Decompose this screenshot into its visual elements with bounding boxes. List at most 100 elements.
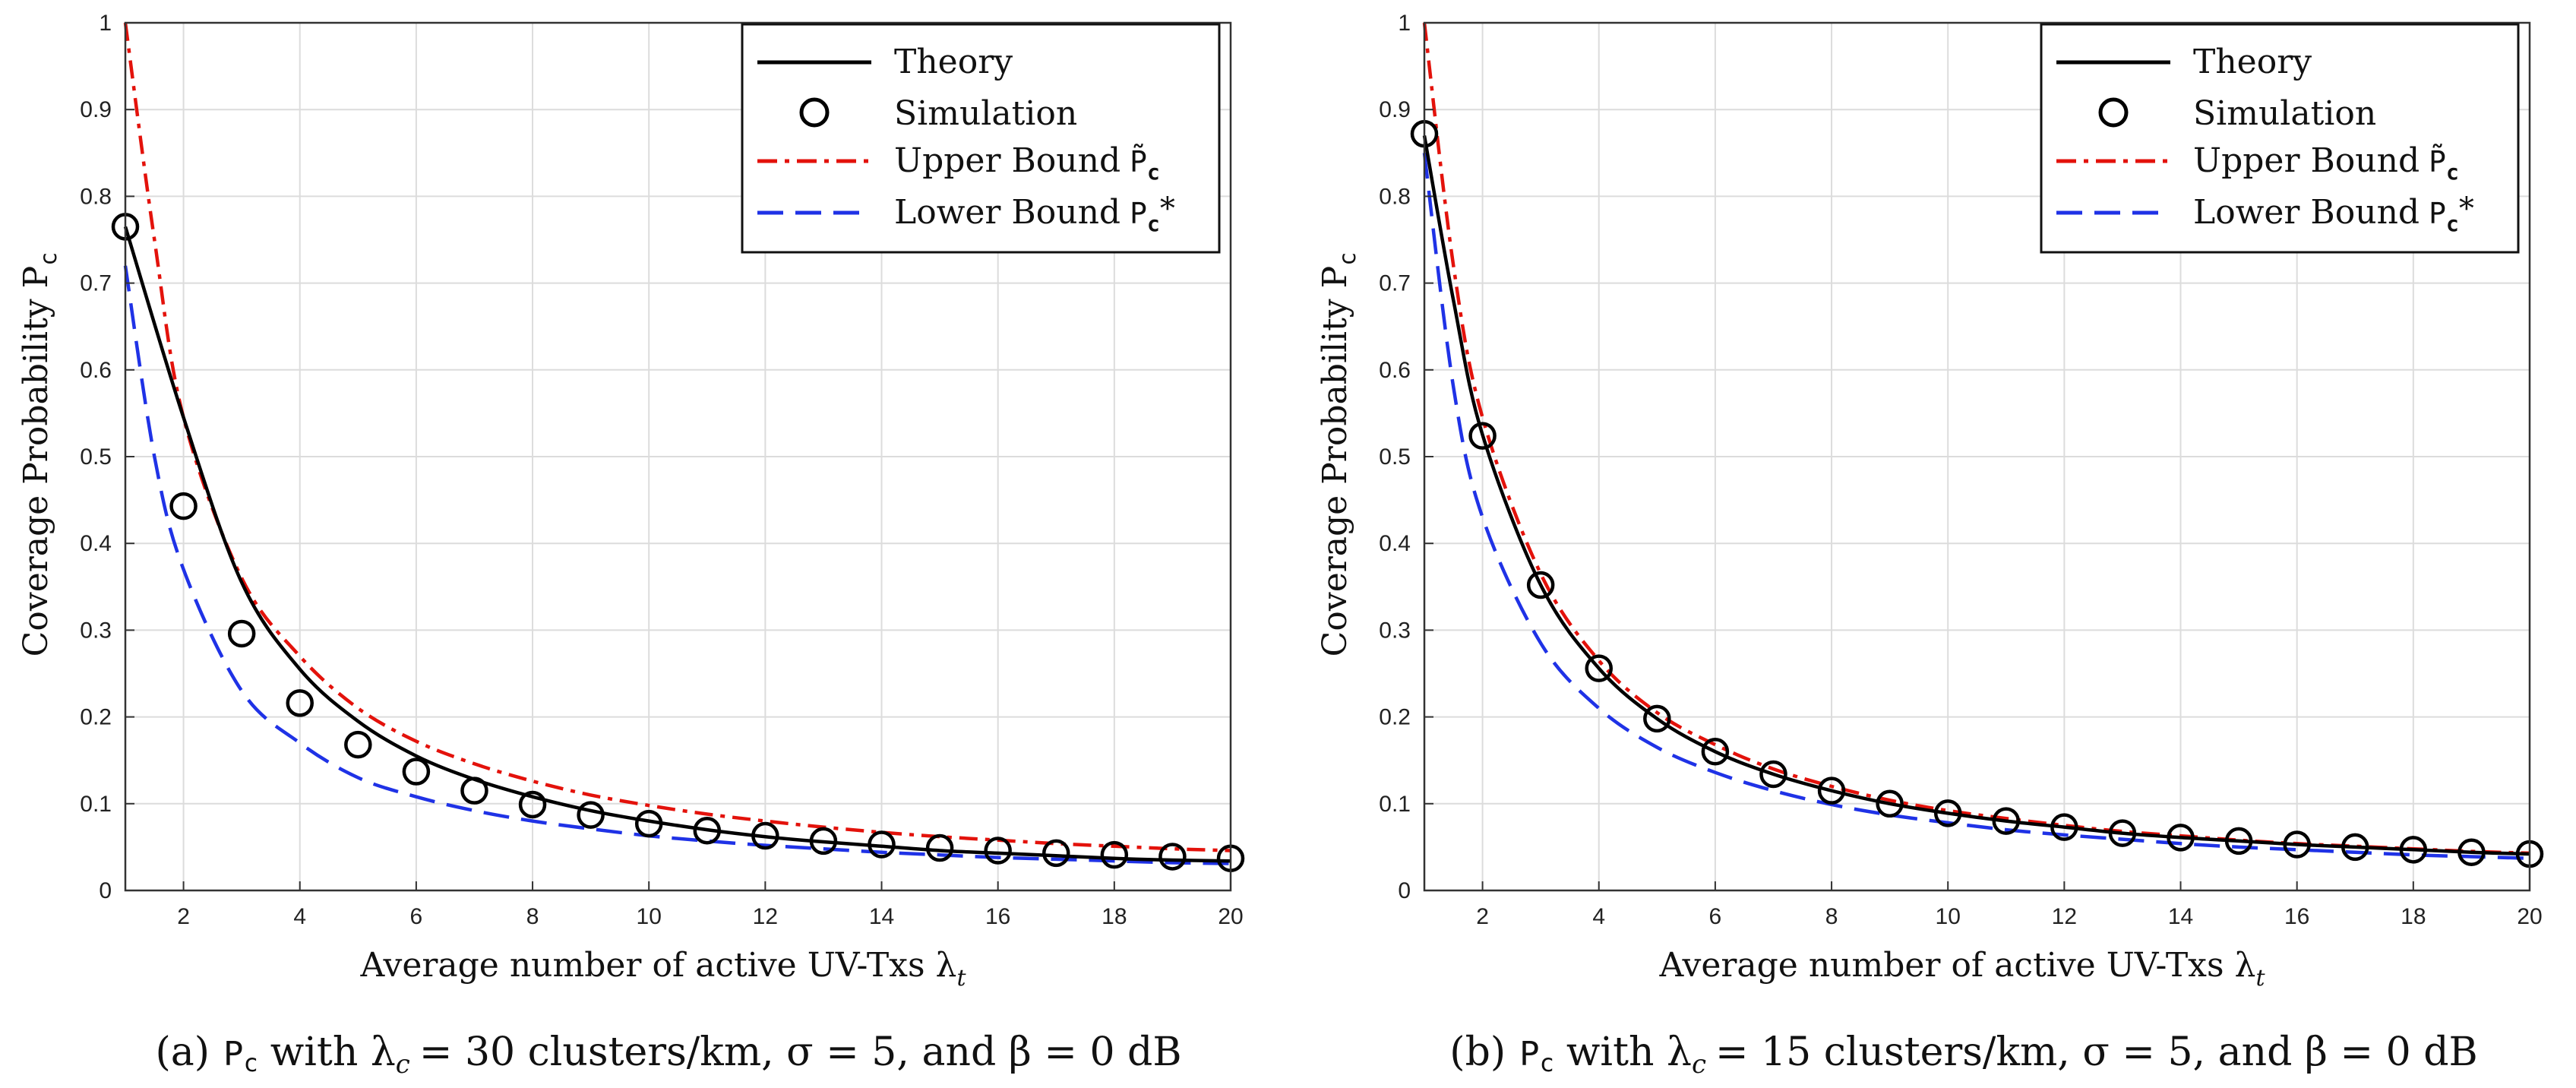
y-tick-label: 0.9 bbox=[80, 97, 112, 122]
simulation-point bbox=[2457, 838, 2486, 867]
y-tick-label: 0.6 bbox=[80, 358, 112, 383]
x-tick-label: 20 bbox=[1218, 904, 1243, 929]
x-tick-label: 8 bbox=[1825, 904, 1838, 929]
simulation-point bbox=[344, 730, 372, 759]
simulation-point bbox=[2341, 833, 2369, 862]
panel-a-legend: Theory Simulation Upper Bound P̃c Lower B… bbox=[741, 23, 1221, 254]
panel-b-x-axis-label: Average number of active UV-Txs λt bbox=[1658, 946, 2265, 992]
y-tick-label: 0.3 bbox=[1379, 618, 1411, 643]
panel-a-legend-simulation-marker bbox=[799, 97, 830, 128]
x-tick-label: 6 bbox=[1709, 904, 1722, 929]
simulation-point bbox=[984, 837, 1012, 865]
panel-b-caption: (b) Pc with λc = 15 clusters/km, σ = 5, and… bbox=[1449, 1029, 2477, 1080]
simulation-point bbox=[1468, 422, 1497, 450]
simulation-point bbox=[286, 689, 314, 717]
simulation-point bbox=[1526, 571, 1555, 599]
simulation-point bbox=[2108, 819, 2137, 847]
panel-b-legend-upper-label: Upper Bound P̃c bbox=[2193, 141, 2459, 185]
simulation-point bbox=[460, 776, 488, 805]
x-tick-label: 4 bbox=[1592, 904, 1605, 929]
panel-b-y-axis-label: Coverage Probability Pc bbox=[1316, 252, 1361, 657]
x-tick-label: 2 bbox=[1476, 904, 1489, 929]
simulation-point bbox=[1933, 799, 1962, 827]
simulation-point bbox=[751, 821, 779, 850]
y-tick-label: 0.2 bbox=[1379, 705, 1411, 730]
y-tick-label: 0.9 bbox=[1379, 97, 1411, 122]
lower-bound-series-line bbox=[123, 265, 1231, 865]
x-tick-label: 20 bbox=[2517, 904, 2542, 929]
panel-b-legend-simulation-marker bbox=[2098, 97, 2129, 128]
x-tick-label: 8 bbox=[526, 904, 539, 929]
x-tick-label: 14 bbox=[2168, 904, 2193, 929]
simulation-point bbox=[518, 790, 547, 819]
panel-b-legend: Theory Simulation Upper Bound P̃c Lower B… bbox=[2040, 23, 2520, 254]
panel-a-y-axis-label: Coverage Probability Pc bbox=[17, 252, 62, 657]
panel-b-legend-simulation-label: Simulation bbox=[2193, 94, 2376, 133]
panel-a-legend-theory-label: Theory bbox=[894, 43, 1013, 81]
simulation-point bbox=[868, 830, 896, 859]
panel-a-legend-lower-label: Lower Bound Pc* bbox=[894, 191, 1175, 236]
simulation-point bbox=[634, 809, 663, 838]
theory-series-line bbox=[1422, 135, 2530, 856]
x-tick-label: 16 bbox=[2284, 904, 2309, 929]
panel-b-series bbox=[1410, 22, 2544, 868]
simulation-point bbox=[1042, 839, 1070, 868]
y-tick-label: 0.3 bbox=[80, 618, 112, 643]
simulation-point bbox=[1643, 704, 1671, 733]
simulation-point bbox=[402, 757, 431, 786]
simulation-point bbox=[1759, 760, 1787, 789]
y-tick-label: 1 bbox=[1398, 11, 1411, 36]
panel-a: 2 4 6 8 10 12 14 16 18 20 0 0.1 0.2 0.3 0.4 0.5 0.6 0.7 0.… bbox=[17, 11, 1245, 1080]
simulation-point bbox=[227, 619, 256, 648]
simulation-point bbox=[1817, 776, 1846, 805]
panel-b-legend-theory-label: Theory bbox=[2193, 43, 2312, 81]
simulation-point bbox=[1158, 843, 1187, 871]
x-tick-label: 18 bbox=[1102, 904, 1127, 929]
x-tick-label: 18 bbox=[2401, 904, 2426, 929]
simulation-point bbox=[1100, 840, 1129, 869]
simulation-point bbox=[169, 492, 198, 520]
y-tick-label: 0 bbox=[99, 878, 112, 903]
y-tick-label: 0.2 bbox=[80, 705, 112, 730]
simulation-point bbox=[577, 801, 605, 829]
x-tick-label: 14 bbox=[869, 904, 894, 929]
simulation-point bbox=[2167, 824, 2195, 852]
panel-b-ticks: 2 4 6 8 10 12 14 16 18 20 0 0.1 0.2 0.3 0.4 0.5 0.6 0.7 0.… bbox=[1379, 11, 2542, 929]
y-tick-label: 0.5 bbox=[1379, 444, 1411, 470]
panel-a-legend-simulation-label: Simulation bbox=[894, 94, 1077, 133]
y-tick-label: 0.4 bbox=[1379, 531, 1411, 556]
simulation-point bbox=[1701, 738, 1730, 766]
simulation-point bbox=[2399, 836, 2428, 864]
simulation-point bbox=[1876, 789, 1904, 818]
lower-bound-series-line bbox=[1422, 153, 2530, 860]
y-tick-label: 1 bbox=[99, 11, 112, 36]
x-tick-label: 10 bbox=[1936, 904, 1961, 929]
y-tick-label: 0.1 bbox=[1379, 792, 1411, 817]
simulation-point bbox=[2050, 813, 2078, 841]
theory-series-line bbox=[123, 226, 1231, 863]
y-tick-label: 0.7 bbox=[80, 271, 112, 296]
panel-a-ticks: 2 4 6 8 10 12 14 16 18 20 0 0.1 0.2 0.3 0.4 0.5 0.6 0.7 0.… bbox=[80, 11, 1243, 929]
panel-a-caption: (a) Pc with λc = 30 clusters/km, σ = 5, and… bbox=[155, 1029, 1181, 1080]
x-tick-label: 2 bbox=[177, 904, 190, 929]
panel-a-series bbox=[111, 22, 1245, 872]
simulation-point bbox=[925, 833, 954, 862]
y-tick-label: 0.8 bbox=[1379, 184, 1411, 209]
panel-a-legend-upper-label: Upper Bound P̃c bbox=[894, 141, 1160, 185]
simulation-point bbox=[2283, 830, 2311, 859]
panel-b-legend-lower-label: Lower Bound Pc* bbox=[2193, 191, 2474, 236]
x-tick-label: 4 bbox=[293, 904, 306, 929]
panel-a-x-axis-label: Average number of active UV-Txs λt bbox=[359, 946, 966, 992]
y-tick-label: 0.6 bbox=[1379, 358, 1411, 383]
simulation-point bbox=[809, 827, 838, 856]
simulation-point bbox=[1585, 654, 1613, 682]
x-tick-label: 12 bbox=[753, 904, 778, 929]
y-tick-label: 0.1 bbox=[80, 792, 112, 817]
x-tick-label: 10 bbox=[637, 904, 662, 929]
x-tick-label: 16 bbox=[985, 904, 1010, 929]
x-tick-label: 6 bbox=[410, 904, 423, 929]
y-tick-label: 0.7 bbox=[1379, 271, 1411, 296]
simulation-point bbox=[2224, 827, 2253, 856]
panel-b: 2 4 6 8 10 12 14 16 18 20 0 0.1 0.2 0.3 0.4 0.5 0.6 0.7 0.… bbox=[1316, 11, 2544, 1080]
